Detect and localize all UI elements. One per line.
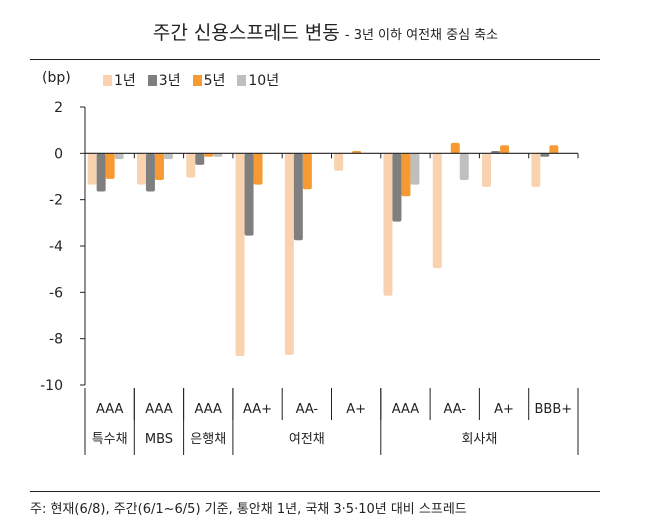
footnote: 주: 현재(6/8), 주간(6/1~6/5) 기준, 통안채 1년, 국채 3…: [30, 502, 467, 517]
plot-area: 2 0 -2 -4 -6 -8 -10 AAA AAA AAA AA+ AA- A+ AAA AA- A+ BB…: [40, 100, 579, 455]
group-label: MBS: [145, 432, 173, 447]
legend-item: 3년: [147, 70, 181, 90]
legend: 1년 3년 5년 10년: [103, 70, 279, 90]
bar-1년-A+: [482, 153, 492, 187]
legend-swatch: [192, 74, 202, 86]
bar-3년-AA-: [293, 153, 303, 241]
chart-title-block: 주간 신용스프레드 변동 - 3년 이하 여전채 중심 축소: [0, 18, 651, 45]
legend-label: 10년: [248, 73, 280, 89]
chart-subtitle: - 3년 이하 여전채 중심 축소: [344, 28, 499, 43]
bar-1년-AA-: [284, 153, 294, 355]
category-label: A+: [494, 402, 514, 417]
bar-5년-AA-: [450, 142, 460, 154]
legend-item: 5년: [192, 70, 226, 90]
group-label: 은행채: [190, 431, 226, 447]
category-label: AAA: [145, 402, 173, 417]
group-label: 여전채: [289, 432, 325, 447]
group-label: 특수채: [92, 432, 128, 447]
category-label: AA-: [443, 402, 466, 417]
category-label: A+: [346, 402, 366, 417]
bar-1년-A+: [334, 153, 344, 171]
category-label: AAA: [195, 402, 223, 417]
bar-5년-AA-: [302, 153, 312, 190]
bar-10년-AAA: [114, 153, 124, 160]
bar-10년-AAA: [213, 153, 223, 157]
bar-1년-AAA: [87, 153, 97, 185]
bar-1년-AA-: [432, 153, 442, 269]
footnote-rule: [30, 491, 600, 492]
y-tick-label: -4: [49, 239, 63, 255]
legend-label: 5년: [203, 73, 226, 89]
bar-5년-AA+: [253, 153, 263, 185]
legend-swatch: [237, 74, 247, 86]
bar-5년-BBB+: [549, 145, 559, 154]
y-tick-label: -2: [49, 193, 63, 209]
legend-item: 1년: [103, 70, 136, 90]
bar-3년-AAA: [195, 153, 205, 165]
chart-title: 주간 신용스프레드 변동: [152, 22, 340, 44]
legend-swatch: [147, 74, 157, 86]
bar-5년-AAA: [401, 153, 411, 197]
bar-5년-AAA: [204, 153, 214, 157]
category-label: BBB+: [535, 402, 573, 417]
bar-3년-BBB+: [540, 153, 550, 157]
category-label: AA+: [243, 402, 272, 417]
bar-10년-AA-: [459, 153, 469, 180]
bar-3년-AAA: [145, 153, 155, 192]
bar-5년-AAA: [105, 153, 115, 179]
bar-10년-AAA: [410, 153, 420, 185]
bar-1년-AAA: [383, 153, 393, 296]
legend-label: 1년: [114, 73, 136, 89]
y-tick-label: -6: [49, 285, 63, 301]
y-unit-label: (bp): [42, 70, 71, 86]
bar-5년-A+: [500, 145, 510, 154]
group-label: 회사채: [461, 432, 497, 447]
bar-1년-AAA: [136, 153, 146, 185]
bar-3년-AA+: [244, 153, 254, 236]
bar-1년-BBB+: [531, 153, 541, 187]
legend-item: 10년: [237, 70, 279, 90]
legend-swatch: [103, 74, 112, 86]
category-label: AAA: [392, 402, 420, 417]
bar-10년-AAA: [163, 153, 173, 160]
legend-label: 3년: [158, 73, 181, 89]
category-label: AA-: [296, 402, 319, 417]
bar-3년-AAA: [96, 153, 106, 192]
category-label: AAA: [96, 402, 124, 417]
bar-5년-AAA: [154, 153, 164, 180]
bar-3년-AAA: [392, 153, 402, 222]
y-tick-label: 0: [54, 146, 63, 162]
bar-1년-AAA: [186, 153, 196, 178]
title-rule: [30, 59, 600, 60]
y-tick-label: 2: [54, 100, 63, 116]
y-tick-label: -10: [40, 378, 63, 394]
bar-1년-AA+: [235, 153, 245, 357]
y-tick-label: -8: [49, 332, 63, 348]
